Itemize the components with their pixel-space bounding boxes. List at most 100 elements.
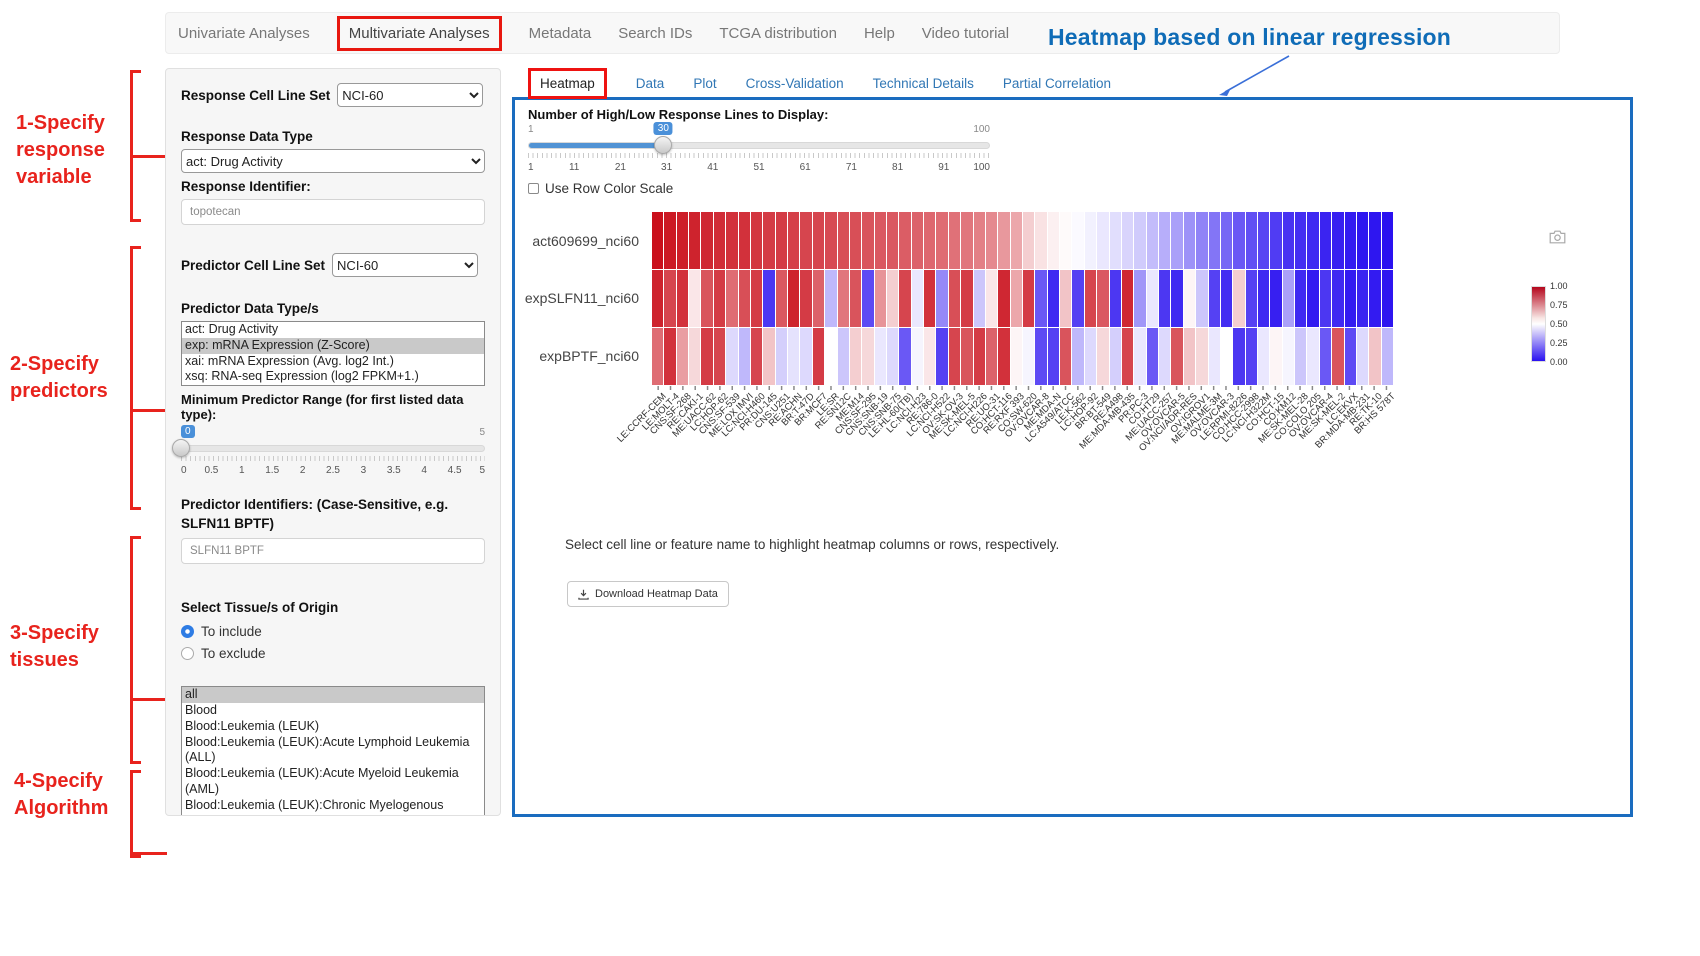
heatmap-cell[interactable]	[726, 328, 738, 385]
heatmap-cell[interactable]	[849, 212, 862, 269]
heatmap-cell[interactable]	[1332, 328, 1344, 385]
heatmap-cell[interactable]	[775, 270, 788, 327]
heatmap-cell[interactable]	[849, 328, 862, 385]
heatmap-cell[interactable]	[750, 328, 763, 385]
heatmap-cell[interactable]	[1109, 328, 1121, 385]
heatmap-cell[interactable]	[738, 270, 750, 327]
heatmap-cell[interactable]	[1344, 212, 1356, 269]
heatmap-cell[interactable]	[1270, 212, 1282, 269]
heatmap-cell[interactable]	[701, 212, 713, 269]
heatmap-cell[interactable]	[998, 212, 1010, 269]
heatmap-cell[interactable]	[1245, 212, 1257, 269]
heatmap-cell[interactable]	[1183, 270, 1196, 327]
heatmap-cell[interactable]	[985, 270, 998, 327]
heatmap-cell[interactable]	[961, 212, 973, 269]
heatmap-cell[interactable]	[788, 328, 800, 385]
listbox-option[interactable]: act: Drug Activity	[185, 322, 279, 336]
nav-item-metadata[interactable]: Metadata	[528, 24, 592, 42]
heatmap-cell[interactable]	[1245, 328, 1257, 385]
heatmap-cell[interactable]	[825, 212, 837, 269]
heatmap-cell[interactable]	[1282, 270, 1295, 327]
nav-item-search-ids[interactable]: Search IDs	[618, 24, 693, 42]
heatmap-cell[interactable]	[812, 270, 825, 327]
heatmap-cell[interactable]	[1047, 328, 1060, 385]
heatmap-cell[interactable]	[1097, 328, 1109, 385]
slider-track[interactable]	[181, 445, 485, 453]
heatmap-cell[interactable]	[1183, 328, 1196, 385]
heatmap-cell[interactable]	[1196, 328, 1208, 385]
heatmap-cell[interactable]	[738, 328, 750, 385]
heatmap-cell[interactable]	[1233, 270, 1245, 327]
heatmap-cell[interactable]	[936, 212, 948, 269]
heatmap-cell[interactable]	[874, 212, 886, 269]
heatmap-cell[interactable]	[1319, 212, 1332, 269]
heatmap-cell[interactable]	[689, 328, 701, 385]
radio-to-exclude[interactable]: To exclude	[181, 642, 485, 664]
heatmap-cell[interactable]	[924, 328, 936, 385]
heatmap-cell[interactable]	[812, 328, 825, 385]
heatmap-cell[interactable]	[1381, 212, 1393, 269]
heatmap-cell[interactable]	[689, 270, 701, 327]
heatmap-cell[interactable]	[1307, 270, 1319, 327]
response-identifier-input[interactable]	[181, 199, 485, 225]
heatmap-cell[interactable]	[1072, 328, 1084, 385]
heatmap-cell[interactable]	[676, 328, 689, 385]
heatmap-row-label[interactable]: act609699_nci60	[532, 232, 639, 249]
heatmap-cell[interactable]	[1109, 270, 1121, 327]
heatmap-cell[interactable]	[1060, 270, 1072, 327]
heatmap-cell[interactable]	[961, 328, 973, 385]
nav-item-tcga-distribution[interactable]: TCGA distribution	[719, 24, 837, 42]
nav-item-video-tutorial[interactable]: Video tutorial	[921, 24, 1010, 42]
heatmap-cell[interactable]	[750, 212, 763, 269]
heatmap-cell[interactable]	[1356, 212, 1369, 269]
heatmap-cell[interactable]	[1220, 270, 1233, 327]
heatmap-row-label[interactable]: expSLFN11_nci60	[524, 290, 639, 307]
heatmap-cell[interactable]	[1171, 328, 1183, 385]
heatmap-cell[interactable]	[1060, 212, 1072, 269]
heatmap-cell[interactable]	[1010, 212, 1022, 269]
heatmap-cell[interactable]	[1171, 212, 1183, 269]
tab-cross-validation[interactable]: Cross-Validation	[745, 76, 844, 91]
heatmap-cell[interactable]	[701, 328, 713, 385]
heatmap-cell[interactable]	[1121, 328, 1134, 385]
heatmap-cell[interactable]	[1381, 270, 1393, 327]
heatmap-cell[interactable]	[652, 212, 664, 269]
heatmap-cell[interactable]	[948, 270, 961, 327]
heatmap-cell[interactable]	[1220, 328, 1233, 385]
heatmap-cell[interactable]	[664, 328, 676, 385]
heatmap-cell[interactable]	[713, 212, 726, 269]
heatmap-cell[interactable]	[874, 270, 886, 327]
heatmap-cell[interactable]	[1332, 212, 1344, 269]
heatmap-cell[interactable]	[924, 270, 936, 327]
heatmap-cell[interactable]	[899, 212, 911, 269]
heatmap-cell[interactable]	[1196, 212, 1208, 269]
heatmap-cell[interactable]	[1060, 328, 1072, 385]
heatmap-cell[interactable]	[961, 270, 973, 327]
heatmap-cell[interactable]	[1010, 270, 1022, 327]
predictor-cell-line-set-select[interactable]: NCI-60	[332, 253, 479, 277]
heatmap-cell[interactable]	[1344, 270, 1356, 327]
heatmap-cell[interactable]	[1134, 270, 1146, 327]
heatmap-cell[interactable]	[1369, 270, 1381, 327]
heatmap-cell[interactable]	[886, 328, 899, 385]
tab-data[interactable]: Data	[635, 76, 665, 91]
predictor-identifiers-input[interactable]	[181, 538, 485, 565]
heatmap-cell[interactable]	[1171, 270, 1183, 327]
heatmap-cell[interactable]	[788, 212, 800, 269]
heatmap-cell[interactable]	[837, 328, 849, 385]
heatmap-cell[interactable]	[1208, 212, 1220, 269]
heatmap-cell[interactable]	[1257, 328, 1270, 385]
heatmap-cell[interactable]	[676, 212, 689, 269]
response-data-type-select[interactable]: act: Drug Activity	[181, 149, 485, 173]
heatmap-cell[interactable]	[800, 270, 812, 327]
heatmap-cell[interactable]	[1295, 270, 1307, 327]
heatmap-cell[interactable]	[652, 270, 664, 327]
heatmap-cell[interactable]	[1146, 212, 1159, 269]
heatmap-cell[interactable]	[1369, 212, 1381, 269]
heatmap-cell[interactable]	[1072, 212, 1084, 269]
heatmap-cell[interactable]	[1270, 328, 1282, 385]
camera-icon[interactable]	[1549, 230, 1566, 249]
heatmap-cell[interactable]	[1047, 270, 1060, 327]
tab-plot[interactable]: Plot	[693, 76, 717, 91]
slider-track[interactable]	[528, 142, 990, 149]
